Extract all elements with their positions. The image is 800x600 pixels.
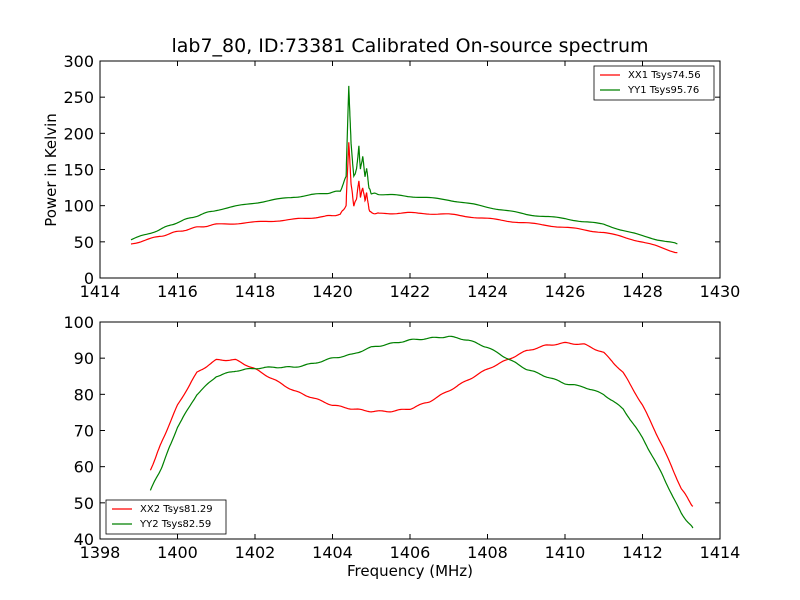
bottom-y-tick-label: 100 xyxy=(63,313,94,332)
bottom-y-tick-label: 90 xyxy=(74,349,94,368)
top-x-tick-label: 1416 xyxy=(157,282,198,301)
top-x-tick-label: 1418 xyxy=(235,282,276,301)
bottom-x-tick-label: 1410 xyxy=(545,543,586,562)
top-y-ticks: 0 50 100 150 200 250 300 xyxy=(63,52,720,288)
top-series-line-1 xyxy=(130,142,678,254)
top-y-tick-label: 150 xyxy=(63,161,94,180)
top-legend: XX1 Tsys74.56 YY1 Tsys95.76 xyxy=(593,65,715,101)
bottom-series-line-1 xyxy=(149,341,694,507)
top-x-tick-label: 1426 xyxy=(545,282,586,301)
top-y-tick-label: 300 xyxy=(63,52,94,71)
bottom-series-group xyxy=(149,335,694,529)
bottom-legend: XX2 Tsys81.29 YY2 Tsys82.59 xyxy=(105,499,227,535)
bottom-y-ticks: 40 50 60 70 80 90 100 xyxy=(63,313,720,549)
top-legend-label-yy1: YY1 Tsys95.76 xyxy=(627,85,699,96)
bottom-series-line-2 xyxy=(149,335,694,529)
top-y-tick-label: 50 xyxy=(74,233,94,252)
bottom-x-tick-label: 1412 xyxy=(622,543,663,562)
top-legend-label-xx1: XX1 Tsys74.56 xyxy=(628,70,701,81)
top-x-tick-label: 1424 xyxy=(467,282,508,301)
bottom-y-tick-label: 60 xyxy=(74,458,94,477)
bottom-x-tick-label: 1402 xyxy=(235,543,276,562)
bottom-y-tick-label: 40 xyxy=(74,530,94,549)
top-y-tick-label: 0 xyxy=(84,269,94,288)
top-x-tick-label: 1430 xyxy=(700,282,741,301)
top-x-ticks: 1414 1416 1418 1420 1422 1424 1426 1428 1430 xyxy=(80,61,741,301)
top-y-axis-label: Power in Kelvin xyxy=(42,113,60,227)
bottom-legend-label-xx2: XX2 Tsys81.29 xyxy=(140,504,213,515)
top-x-tick-label: 1420 xyxy=(312,282,353,301)
bottom-x-tick-label: 1414 xyxy=(700,543,741,562)
top-y-tick-label: 250 xyxy=(63,88,94,107)
top-panel: 1414 1416 1418 1420 1422 1424 1426 1428 1430 0 50… xyxy=(42,52,740,301)
top-series-group xyxy=(130,85,678,254)
bottom-x-tick-label: 1406 xyxy=(390,543,431,562)
top-y-tick-label: 100 xyxy=(63,197,94,216)
bottom-legend-box xyxy=(105,499,227,535)
bottom-legend-label-yy2: YY2 Tsys82.59 xyxy=(139,519,211,530)
top-series-line-2 xyxy=(130,85,678,245)
bottom-x-tick-label: 1400 xyxy=(157,543,198,562)
top-x-tick-label: 1428 xyxy=(622,282,663,301)
top-legend-box xyxy=(593,65,715,101)
figure-title: lab7_80, ID:73381 Calibrated On-source s… xyxy=(171,35,648,57)
top-x-tick-label: 1422 xyxy=(390,282,431,301)
bottom-y-tick-label: 80 xyxy=(74,385,94,404)
top-x-tick-label: 1414 xyxy=(80,282,121,301)
bottom-y-tick-label: 70 xyxy=(74,422,94,441)
bottom-x-tick-label: 1404 xyxy=(312,543,353,562)
bottom-panel: 1398 1400 1402 1404 1406 1408 1410 1412 1414 40 5… xyxy=(63,313,740,580)
bottom-x-tick-label: 1408 xyxy=(467,543,508,562)
bottom-x-tick-label: 1398 xyxy=(80,543,121,562)
bottom-y-tick-label: 50 xyxy=(74,494,94,513)
top-y-tick-label: 200 xyxy=(63,124,94,143)
bottom-x-axis-label: Frequency (MHz) xyxy=(347,562,473,580)
bottom-x-ticks: 1398 1400 1402 1404 1406 1408 1410 1412 1414 xyxy=(80,322,741,562)
